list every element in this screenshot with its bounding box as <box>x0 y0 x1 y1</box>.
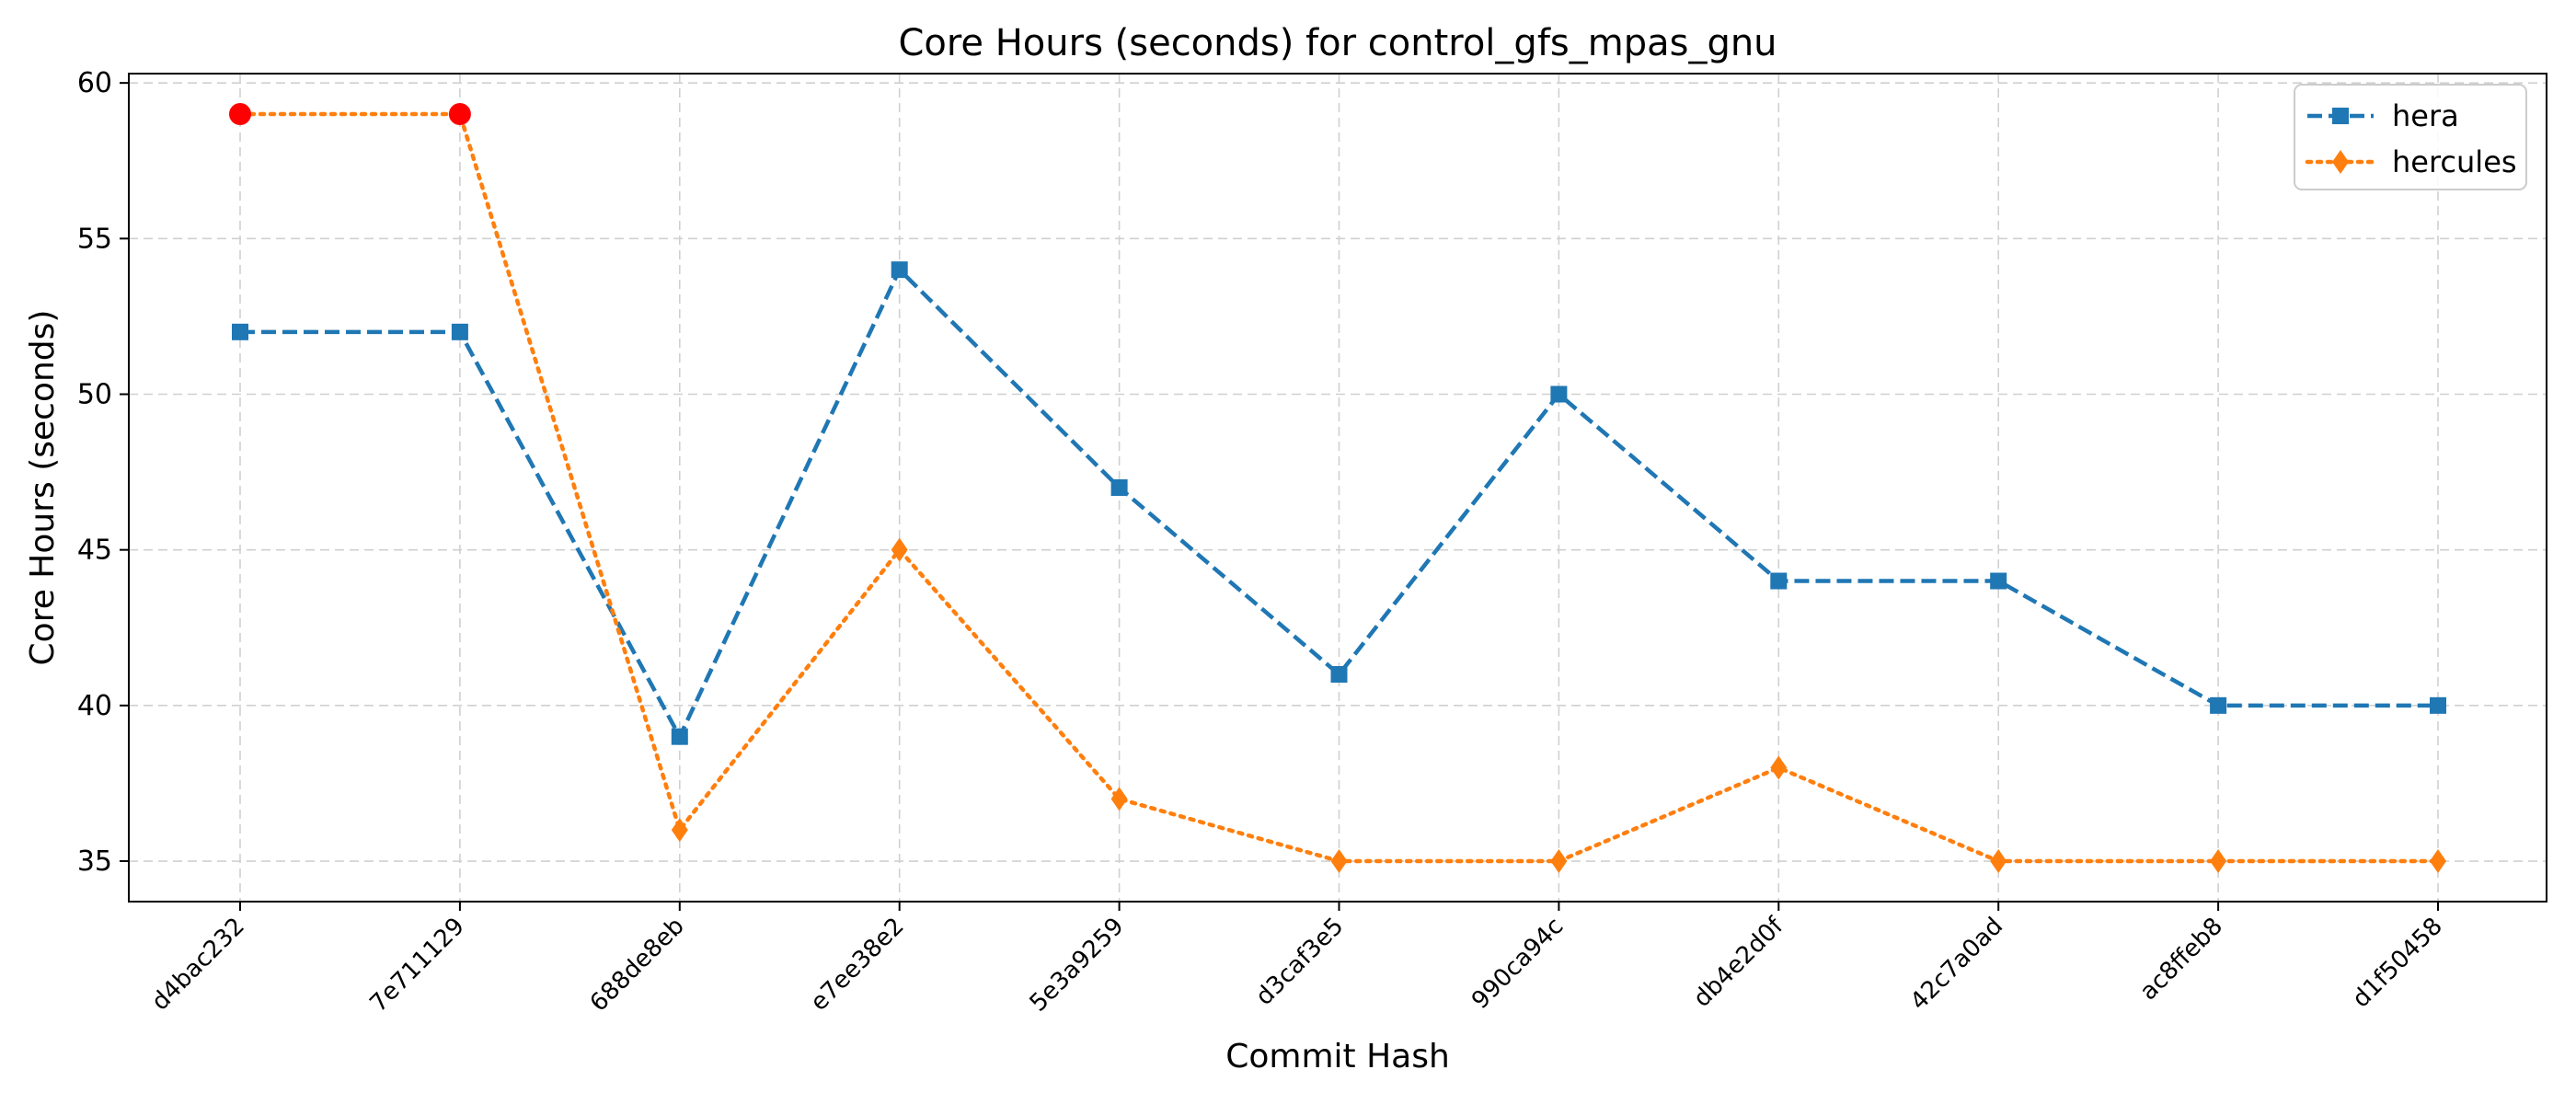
legend-label-hercules: hercules <box>2392 144 2517 179</box>
data-point-hera <box>2430 696 2446 714</box>
y-tick-label: 60 <box>77 67 112 99</box>
series-hercules <box>229 102 2446 874</box>
y-tick-label: 50 <box>77 378 112 410</box>
series-layer <box>229 102 2446 874</box>
y-tick-label: 45 <box>77 535 112 567</box>
y-axis-label: Core Hours (seconds) <box>24 310 62 666</box>
legend-marker-hera <box>2332 108 2349 124</box>
data-point-hercules <box>1550 849 1568 874</box>
legend-marker-hercules <box>2332 150 2349 174</box>
data-point-hera <box>1550 385 1568 403</box>
data-point-hera <box>1990 572 2007 590</box>
legend: hera hercules <box>2294 84 2527 190</box>
data-point-hercules <box>2430 849 2446 874</box>
data-point-hera <box>891 261 908 279</box>
x-axis-label: Commit Hash <box>1225 1038 1450 1075</box>
data-point-hercules <box>1110 787 1128 811</box>
data-point-hera <box>1110 479 1128 496</box>
data-point-hercules <box>1770 755 1788 780</box>
data-point-hercules <box>1330 849 1348 874</box>
data-point-hercules <box>671 818 688 843</box>
y-tick-label: 40 <box>77 690 112 722</box>
legend-label-hera: hera <box>2392 98 2459 133</box>
y-tick-label: 55 <box>77 223 112 255</box>
data-point-hercules <box>1990 849 2007 874</box>
data-point-hera <box>2210 696 2227 714</box>
grid <box>129 74 2547 902</box>
data-point-hercules <box>891 537 908 562</box>
y-tick-label: 35 <box>77 845 112 878</box>
highlighted-point-hercules <box>448 102 471 125</box>
plot-area-frame <box>128 73 2547 903</box>
data-point-hera <box>1770 572 1788 590</box>
series-line-hera <box>240 267 2438 739</box>
chart-title: Core Hours (seconds) for control_gfs_mpa… <box>898 22 1777 64</box>
data-point-hera <box>671 728 688 745</box>
data-point-hera <box>451 323 468 340</box>
data-point-hercules <box>2210 849 2227 874</box>
data-point-hera <box>232 323 248 340</box>
data-point-hera <box>1330 666 1348 684</box>
highlighted-point-hercules <box>229 102 251 125</box>
series-hera <box>232 261 2446 745</box>
